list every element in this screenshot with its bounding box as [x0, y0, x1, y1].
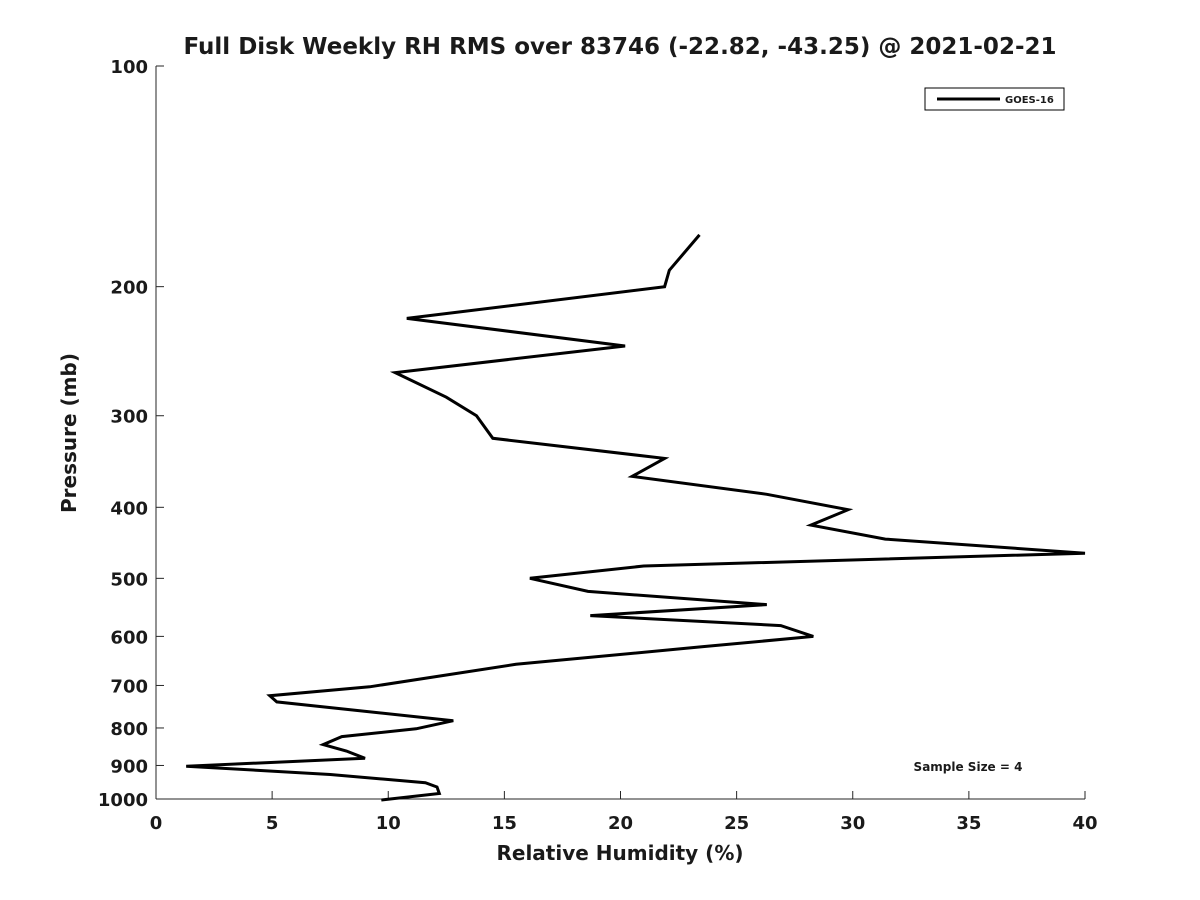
y-tick-label: 800	[110, 719, 148, 740]
y-tick-label: 900	[110, 756, 148, 777]
x-tick-label: 20	[608, 813, 633, 834]
y-tick-label: 200	[110, 278, 148, 299]
y-tick-label: 100	[110, 57, 148, 78]
x-tick-label: 15	[492, 813, 517, 834]
series-layer	[186, 233, 1086, 802]
legend-label: GOES-16	[1005, 95, 1054, 106]
y-tick-label: 400	[110, 498, 148, 519]
series-line-goes-16	[186, 233, 1086, 802]
sample-size-annotation: Sample Size = 4	[914, 760, 1023, 774]
legend: GOES-16	[924, 87, 1065, 111]
chart-title: Full Disk Weekly RH RMS over 83746 (-22.…	[183, 34, 1056, 60]
x-tick-label: 0	[150, 813, 163, 834]
y-tick-label: 600	[110, 627, 148, 648]
x-tick-label: 25	[724, 813, 749, 834]
x-tick-label: 35	[956, 813, 981, 834]
y-tick-label: 700	[110, 676, 148, 697]
y-tick-label: 300	[110, 407, 148, 428]
y-tick-label: 1000	[98, 790, 148, 811]
tick-marks: 0 5 10 15 20 25 30 35 40 100 200 300 400 500 600 700 800…	[98, 57, 1098, 834]
y-tick-label: 500	[110, 569, 148, 590]
x-tick-label: 40	[1072, 813, 1097, 834]
x-tick-label: 30	[840, 813, 865, 834]
x-axis-label: Relative Humidity (%)	[496, 841, 743, 865]
y-axis-label: Pressure (mb)	[57, 353, 81, 513]
x-tick-label: 10	[376, 813, 401, 834]
x-tick-label: 5	[266, 813, 279, 834]
